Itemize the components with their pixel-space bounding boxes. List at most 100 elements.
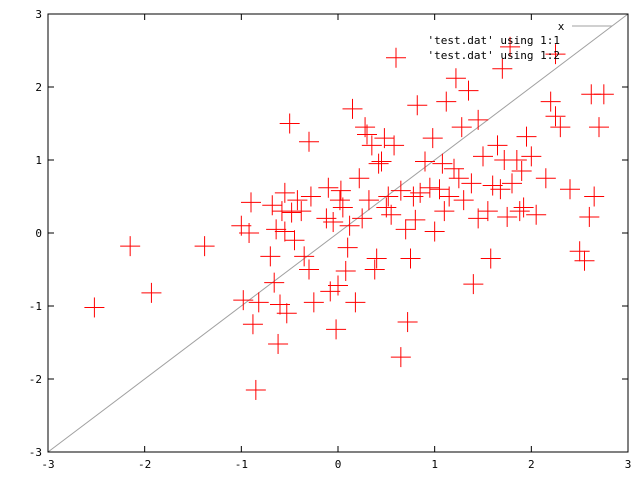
y-tick-label: -2 <box>29 373 42 386</box>
y-tick-label: -1 <box>29 300 42 313</box>
data-point <box>584 186 605 207</box>
data-point <box>245 379 266 400</box>
data-point <box>405 209 426 230</box>
data-point <box>291 201 312 222</box>
data-point <box>540 91 561 112</box>
data-point <box>477 201 498 222</box>
data-point <box>390 180 411 201</box>
data-point <box>400 248 421 269</box>
data-point <box>332 197 353 218</box>
data-point <box>260 246 281 267</box>
data-point <box>545 106 566 127</box>
data-point <box>233 290 254 311</box>
x-tick-label: 0 <box>335 458 342 471</box>
data-point <box>323 212 344 233</box>
data-point <box>569 241 590 262</box>
data-point <box>231 215 252 236</box>
data-point <box>300 186 321 207</box>
data-point <box>395 219 416 240</box>
data-point <box>511 160 532 181</box>
data-point <box>482 175 503 196</box>
data-point <box>451 117 472 138</box>
data-layer <box>47 13 629 453</box>
data-point <box>120 236 141 257</box>
data-point <box>424 221 445 242</box>
data-point <box>335 260 356 281</box>
legend: 'test.dat' using 1:1 'test.dat' using 1:2… <box>428 20 612 62</box>
y-tick-label: 1 <box>35 154 42 167</box>
data-point <box>526 204 547 225</box>
data-point <box>434 201 455 222</box>
data-point <box>268 333 289 354</box>
data-point <box>593 84 614 105</box>
x-tick-label: 2 <box>528 458 535 471</box>
data-point <box>368 153 389 174</box>
data-point <box>487 135 508 156</box>
data-point <box>480 248 501 269</box>
data-point <box>345 292 366 313</box>
legend-label: 'test.dat' using 1:2 <box>428 49 560 62</box>
data-point <box>535 168 556 189</box>
data-point <box>194 236 215 257</box>
data-point <box>364 259 385 280</box>
data-point <box>241 192 261 213</box>
data-point <box>386 47 406 68</box>
x-tick-label: -3 <box>41 458 54 471</box>
data-point <box>500 36 521 57</box>
data-point <box>374 128 395 149</box>
legend-label: 'test.dat' using 1:1 <box>428 34 560 47</box>
data-point <box>445 68 466 89</box>
data-point <box>432 153 453 174</box>
data-point <box>378 186 399 207</box>
data-point <box>337 237 358 258</box>
data-point <box>303 292 324 313</box>
data-point <box>274 182 295 203</box>
data-point <box>329 190 350 211</box>
data-point <box>410 182 431 203</box>
data-point <box>560 179 580 200</box>
x-tick-label: -1 <box>235 458 248 471</box>
data-point <box>262 195 283 216</box>
data-point <box>376 197 397 218</box>
data-point <box>463 274 484 295</box>
data-point <box>330 180 351 201</box>
data-point <box>509 201 530 222</box>
data-point <box>502 173 522 194</box>
data-point <box>461 173 482 194</box>
data-point <box>248 292 269 313</box>
legend-x-marker: x <box>558 20 565 33</box>
data-point <box>444 158 464 179</box>
data-point <box>458 80 479 101</box>
data-point <box>339 215 360 236</box>
data-point <box>352 208 373 229</box>
data-point <box>299 259 319 280</box>
data-point <box>589 117 609 138</box>
data-point <box>266 219 287 240</box>
data-point <box>371 151 392 172</box>
data-point <box>468 208 489 229</box>
data-point <box>422 128 443 149</box>
data-point <box>281 202 302 223</box>
data-point <box>506 150 527 170</box>
data-point <box>141 282 162 303</box>
y-tick-label: 2 <box>35 81 42 94</box>
data-point <box>550 117 571 138</box>
x-tick-label: 1 <box>431 458 438 471</box>
data-point <box>574 250 595 271</box>
data-point <box>320 281 341 302</box>
series-line <box>47 13 629 453</box>
data-point <box>521 146 542 167</box>
data-point <box>436 91 457 112</box>
data-point <box>239 223 260 243</box>
data-point <box>294 246 315 267</box>
data-point <box>366 248 387 269</box>
y-tick-label: 3 <box>35 8 42 21</box>
data-point <box>415 151 435 172</box>
data-point <box>513 197 534 218</box>
data-point <box>381 204 402 225</box>
x-tick-label: -2 <box>138 458 151 471</box>
data-point <box>468 109 489 130</box>
data-point <box>361 135 382 156</box>
